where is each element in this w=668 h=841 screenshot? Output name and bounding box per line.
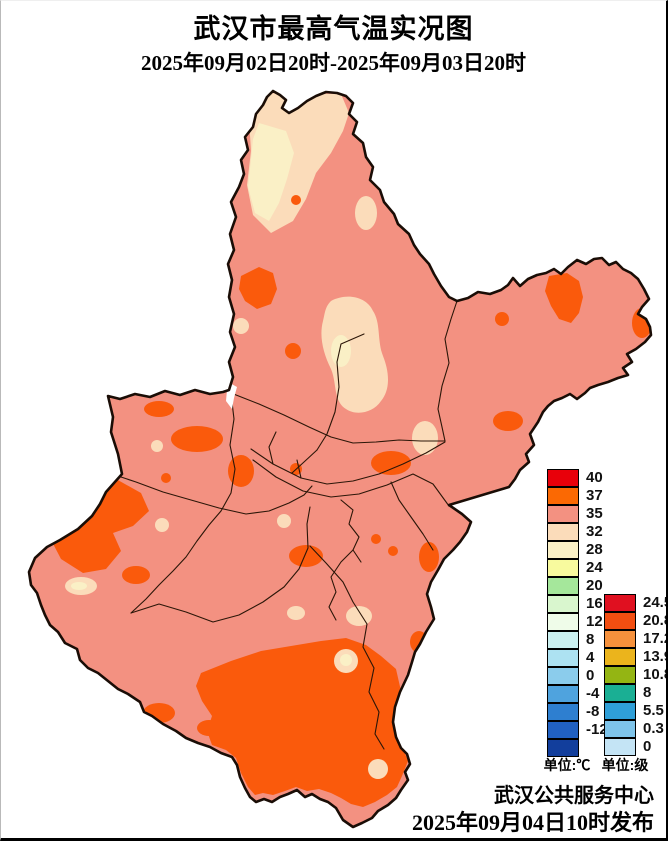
temp-value: 37: [586, 487, 603, 504]
wind-legend-row: 8: [604, 683, 666, 702]
temp-value: 8: [586, 631, 595, 648]
wind-swatch: [604, 701, 636, 720]
wind-value: 8: [643, 684, 652, 701]
wind-legend-row: 17.2: [604, 629, 666, 648]
temp-legend-row: 32: [547, 522, 608, 541]
temp-unit-label: 单位:℃: [543, 757, 591, 773]
temp-value: 40: [586, 469, 603, 486]
temp-swatch: [547, 666, 579, 685]
wind-swatch: [604, 629, 636, 648]
wind-legend-row: 10.8: [604, 665, 666, 684]
temp-swatch: [547, 558, 579, 577]
wind-legend: 24.5 20.8 17.2 13.9 10.8 8 5.5 0.3 0: [604, 593, 666, 756]
wind-unit-label: 单位:级: [601, 757, 649, 773]
temp-value: -8: [586, 703, 600, 720]
wind-value: 0.3: [643, 720, 664, 737]
temp-swatch: [547, 522, 579, 541]
temp-legend-row: 20: [547, 576, 608, 595]
temp-legend-row: [547, 738, 608, 757]
temp-value: 16: [586, 595, 603, 612]
temp-28-patches: [71, 123, 351, 590]
wind-legend-row: 20.8: [604, 611, 666, 630]
wuhan-boundary-outline: [27, 89, 653, 829]
wind-legend-row: 5.5: [604, 701, 666, 720]
temp-swatch: [547, 738, 579, 757]
wind-swatch: [604, 665, 636, 684]
temp-legend-row: 8: [547, 630, 608, 649]
temp-legend-row: 24: [547, 558, 608, 577]
temp-28-over-hot: [340, 654, 352, 666]
temp-value: 4: [586, 649, 595, 666]
temp-legend-row: 40: [547, 468, 608, 487]
wind-value: 17.2: [643, 630, 666, 647]
wind-swatch: [604, 683, 636, 702]
temp-legend-row: -8: [547, 702, 608, 721]
wind-swatch: [604, 647, 636, 666]
temp-value: 24: [586, 559, 603, 576]
temp-value: 28: [586, 541, 603, 558]
temp-value: 35: [586, 505, 603, 522]
wind-swatch: [604, 611, 636, 630]
temp-value: 20: [586, 577, 603, 594]
temp-swatch: [547, 468, 579, 487]
wind-value: 10.8: [643, 666, 666, 683]
wind-swatch: [604, 593, 636, 612]
temp-legend-row: 16: [547, 594, 608, 613]
temp-value: -12: [586, 721, 608, 738]
temp-swatch: [547, 594, 579, 613]
wind-value: 13.9: [643, 648, 666, 665]
wuhan-region-fill: [29, 91, 651, 827]
temp-value: 0: [586, 667, 595, 684]
temp-legend-row: 0: [547, 666, 608, 685]
temp-legend-row: -12: [547, 720, 608, 739]
temp-swatch: [547, 630, 579, 649]
wind-value: 0: [643, 738, 652, 755]
wind-swatch: [604, 719, 636, 738]
date-range-subtitle: 2025年09月02日20时-2025年09月03日20时: [141, 51, 526, 75]
temp-swatch: [547, 540, 579, 559]
temp-legend-row: 37: [547, 486, 608, 505]
district-boundary-lines: [108, 300, 458, 750]
wind-legend-row: 0: [604, 737, 666, 756]
wind-value: 5.5: [643, 702, 664, 719]
publisher-name: 武汉公共服务中心: [494, 785, 654, 807]
temp-swatch: [547, 648, 579, 667]
temp-swatch: [547, 612, 579, 631]
temp-swatch: [547, 486, 579, 505]
temp-swatch: [547, 576, 579, 595]
temp-legend-row: 28: [547, 540, 608, 559]
publish-time: 2025年09月04日10时发布: [411, 810, 654, 835]
wind-value: 20.8: [643, 612, 666, 629]
temp-legend-row: 35: [547, 504, 608, 523]
temp-legend-row: -4: [547, 684, 608, 703]
wind-legend-row: 24.5: [604, 593, 666, 612]
temp-swatch: [547, 684, 579, 703]
wind-value: 24.5: [643, 594, 666, 611]
temp-swatch: [547, 504, 579, 523]
temp-value: 12: [586, 613, 603, 630]
temp-legend-row: 12: [547, 612, 608, 631]
wind-swatch: [604, 737, 636, 756]
wind-legend-row: 13.9: [604, 647, 666, 666]
temperature-legend: 40 37 35 32 28 24 20 16 12 8 4 0 -4 -8 -…: [547, 468, 608, 757]
temp-value: 32: [586, 523, 603, 540]
temp-legend-row: 4: [547, 648, 608, 667]
temp-swatch: [547, 720, 579, 739]
temp-value: -4: [586, 685, 600, 702]
temp-swatch: [547, 702, 579, 721]
wind-legend-row: 0.3: [604, 719, 666, 738]
page-title: 武汉市最高气温实况图: [193, 14, 474, 44]
